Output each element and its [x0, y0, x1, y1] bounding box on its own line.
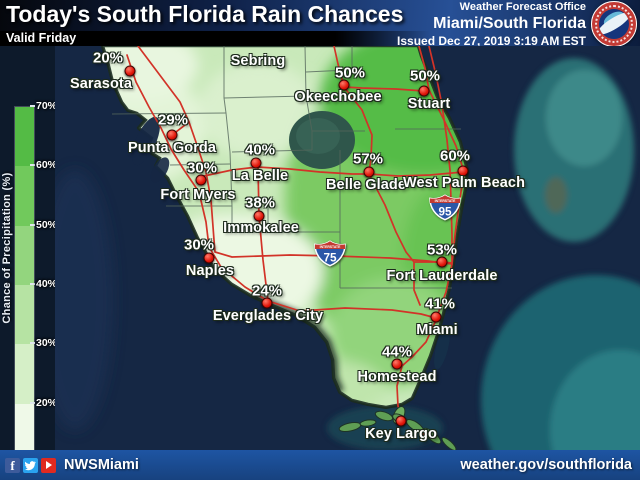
biscayne-bay: [434, 326, 450, 370]
legend-segment: [15, 344, 34, 404]
facebook-icon: f: [5, 457, 20, 473]
header-banner: Today's South Florida Rain Chances Valid…: [0, 0, 640, 49]
legend-tick-mark: [30, 342, 35, 345]
legend-tick-mark: [30, 105, 35, 107]
legend-segment: [15, 403, 34, 463]
twitter-icon: [23, 457, 38, 473]
graphic-title: Today's South Florida Rain Chances: [6, 1, 404, 27]
nws-logo-text-ring: [595, 5, 633, 43]
twitter-bird-glyph: [25, 460, 36, 470]
legend-segment: [15, 166, 34, 226]
legend-tick-mark: [30, 283, 35, 285]
legend-axis-label: Chance of Precipitation (%): [1, 172, 13, 324]
legend-tick-label: 40%: [36, 278, 58, 290]
office-block: Weather Forecast Office Miami/South Flor…: [397, 1, 586, 49]
nws-logo-icon: [591, 1, 637, 47]
office-line1: Weather Forecast Office: [459, 1, 586, 13]
social-handle: NWSMiami: [64, 457, 139, 473]
legend-tick-label: 60%: [36, 159, 58, 172]
legend-segment: [15, 225, 34, 285]
highways-roads: [126, 46, 465, 442]
valid-label: Valid Friday: [6, 31, 77, 45]
legend-tick-label: 30%: [36, 337, 58, 350]
florida-keys-islands: [338, 406, 457, 450]
legend-panel: Chance of Precipitation (%) 70% 60% 50% 40%…: [0, 46, 58, 476]
legend-segment: [15, 284, 34, 345]
legend-tick-mark: [30, 401, 35, 404]
issued-line: Issued Dec 27, 2019 3:19 AM EST: [397, 33, 586, 48]
social-block: f NWSMiami: [5, 450, 139, 480]
footer-bar: f NWSMiami weather.gov/southflorida: [0, 450, 640, 480]
legend-segment: [15, 107, 34, 167]
legend-tick-label: 70%: [36, 100, 58, 112]
valid-strip: Valid Friday: [0, 31, 430, 46]
legend-tick-mark: [30, 164, 35, 167]
website-url: weather.gov/southflorida: [460, 457, 632, 473]
legend-tick-mark: [30, 223, 35, 226]
youtube-icon: [41, 457, 56, 473]
office-line2: Miami/South Florida: [433, 15, 586, 33]
nws-logo-core: [599, 9, 629, 39]
legend-tick-label: 20%: [36, 396, 58, 409]
legend-tick-label: 50%: [36, 218, 58, 231]
charlotte-harbor: [132, 116, 160, 166]
legend-colorbar: [14, 106, 35, 464]
map-svg: [55, 46, 640, 450]
florida-bay: [327, 406, 443, 450]
ocean-texture: [55, 58, 640, 450]
youtube-play-glyph: [46, 461, 52, 469]
